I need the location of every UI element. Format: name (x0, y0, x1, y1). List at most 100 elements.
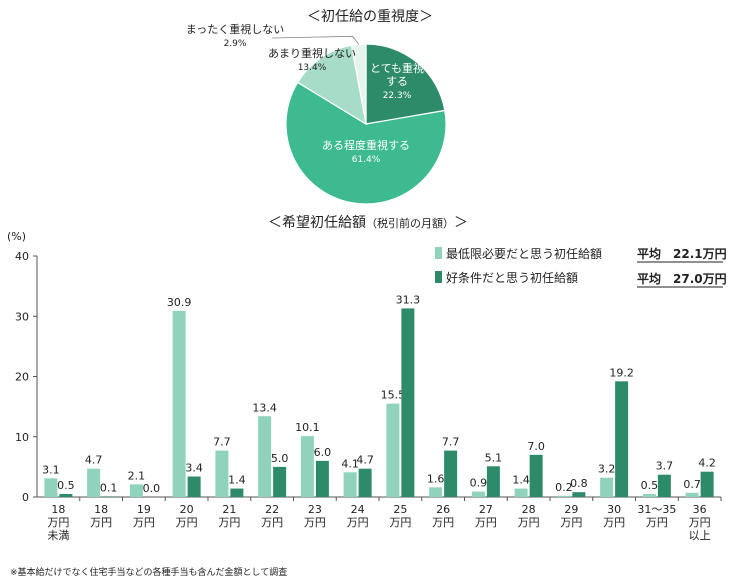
bar-value-label-good-4: 3.4 (185, 462, 203, 475)
bar-good-16 (700, 471, 714, 497)
bar-value-label-good-1: 0.5 (57, 479, 75, 492)
pie-slice-2 (285, 81, 447, 205)
bar-good-7 (315, 460, 329, 497)
x-tick-label-2-line-1: 18 (94, 503, 108, 516)
x-tick-label-16-line-3: 以上 (689, 529, 711, 542)
bar-min-16 (685, 492, 699, 497)
bar-min-3 (129, 484, 143, 497)
bar-min-9 (386, 403, 400, 497)
bar-good-13 (572, 492, 586, 497)
pie-label-3-line-1: あまり重視しない (268, 46, 356, 60)
bar-value-label-min-12: 1.4 (512, 474, 530, 487)
x-tick-label-13-line-1: 29 (564, 503, 578, 516)
bar-value-label-min-3: 2.1 (128, 469, 146, 482)
x-tick-label-6-line-2: 万円 (261, 516, 283, 529)
x-tick-label-15-line-1: 31～35 (637, 503, 676, 516)
bar-good-15 (657, 474, 671, 497)
bar-value-label-good-7: 6.0 (314, 446, 332, 459)
bar-min-14 (600, 477, 614, 497)
bar-min-13 (557, 495, 571, 497)
y-tick-label: 0 (22, 491, 29, 504)
bar-good-1 (59, 493, 73, 497)
x-tick-label-11-line-2: 万円 (475, 516, 497, 529)
pie-label-1-line-1: とても重視 (370, 61, 424, 75)
x-tick-label-7-line-1: 23 (308, 503, 322, 516)
bar-value-label-good-16: 4.2 (698, 457, 716, 470)
bar-value-label-good-3: 0.0 (143, 482, 161, 495)
bar-min-8 (343, 472, 357, 497)
x-tick-label-5-line-1: 21 (222, 503, 236, 516)
x-tick-label-6-line-1: 22 (265, 503, 279, 516)
legend-swatch-min (435, 247, 442, 259)
bar-chart: 0102030403.10.518万円未満4.70.118万円2.10.019万… (15, 250, 722, 542)
x-tick-label-1-line-1: 18 (51, 503, 65, 516)
bar-value-label-min-10: 1.6 (427, 472, 445, 485)
x-tick-label-14-line-2: 万円 (603, 516, 625, 529)
x-tick-label-9-line-2: 万円 (389, 516, 411, 529)
bar-title-main: ＜希望初任給額 (268, 214, 366, 231)
pie-value-4: 2.9% (224, 39, 247, 49)
x-tick-label-3-line-1: 19 (137, 503, 151, 516)
bar-value-label-good-6: 5.0 (271, 452, 289, 465)
x-tick-label-15-line-2: 万円 (646, 516, 668, 529)
bar-value-label-min-1: 3.1 (42, 463, 60, 476)
bar-min-2 (87, 468, 101, 497)
bar-value-label-good-13: 0.8 (570, 477, 588, 490)
bar-value-label-good-2: 0.1 (100, 481, 118, 494)
bar-min-15 (642, 493, 656, 497)
bar-good-2 (102, 496, 116, 497)
x-tick-label-4-line-1: 20 (180, 503, 194, 516)
bar-min-11 (471, 491, 485, 497)
pie-label-1-line-2: する (386, 75, 408, 88)
bar-value-label-min-6: 13.4 (252, 401, 277, 414)
bar-good-9 (401, 308, 415, 497)
pie-value-1: 22.3% (383, 91, 412, 101)
bar-min-6 (258, 416, 272, 497)
x-tick-label-12-line-1: 28 (522, 503, 536, 516)
x-tick-label-1-line-2: 万円 (47, 516, 69, 529)
bar-value-label-min-5: 7.7 (213, 436, 231, 449)
legend-label-good: 好条件だと思う初任給額 (446, 271, 578, 285)
bar-min-1 (44, 478, 58, 497)
bar-value-label-min-13: 0.2 (555, 481, 573, 494)
bar-min-5 (215, 450, 229, 497)
y-tick-label: 10 (15, 431, 29, 444)
bar-min-7 (300, 436, 314, 497)
bar-min-4 (172, 310, 186, 497)
x-tick-label-16-line-2: 万円 (689, 516, 711, 529)
x-tick-label-5-line-2: 万円 (218, 516, 240, 529)
legend-swatch-good (435, 271, 442, 283)
bar-value-label-good-8: 4.7 (356, 454, 374, 467)
x-tick-label-13-line-2: 万円 (560, 516, 582, 529)
y-tick-label: 40 (15, 250, 29, 263)
bar-title-close: ＞ (454, 215, 468, 231)
bar-min-12 (514, 488, 528, 497)
x-tick-label-4-line-2: 万円 (176, 516, 198, 529)
bar-good-6 (273, 466, 287, 497)
bar-value-label-min-16: 0.7 (683, 478, 701, 491)
x-tick-label-2-line-2: 万円 (90, 516, 112, 529)
bar-value-label-min-14: 3.2 (598, 463, 616, 476)
bar-value-label-good-15: 3.7 (656, 460, 674, 473)
x-tick-label-3-line-2: 万円 (133, 516, 155, 529)
bar-value-label-min-4: 30.9 (167, 296, 192, 309)
pie-value-2: 61.4% (352, 155, 381, 165)
pie-title: ＜初任給の重視度＞ (307, 8, 433, 25)
legend-avg-min: 平均 22.1万円 (637, 246, 727, 261)
bar-value-label-min-11: 0.9 (470, 477, 488, 490)
y-axis-unit: (%) (7, 230, 26, 243)
bar-value-label-min-9: 15.5 (381, 389, 406, 402)
y-tick-label: 20 (15, 371, 29, 384)
bar-value-label-min-8: 4.1 (341, 457, 359, 470)
legend-label-min: 最低限必要だと思う初任給額 (446, 247, 602, 261)
x-tick-label-12-line-2: 万円 (518, 516, 540, 529)
bar-value-label-min-2: 4.7 (85, 454, 103, 467)
footnote: ※基本給だけでなく住宅手当などの各種手当も含んだ金額として調査 (10, 566, 287, 578)
pie-label-4-line-1: まったく重視しない (186, 22, 285, 36)
bar-min-10 (429, 487, 443, 497)
x-tick-label-16-line-1: 36 (693, 503, 707, 516)
x-tick-label-10-line-2: 万円 (432, 516, 454, 529)
bar-title: ＜希望初任給額（税引前の月額）＞ (268, 214, 468, 231)
x-tick-label-10-line-1: 26 (436, 503, 450, 516)
